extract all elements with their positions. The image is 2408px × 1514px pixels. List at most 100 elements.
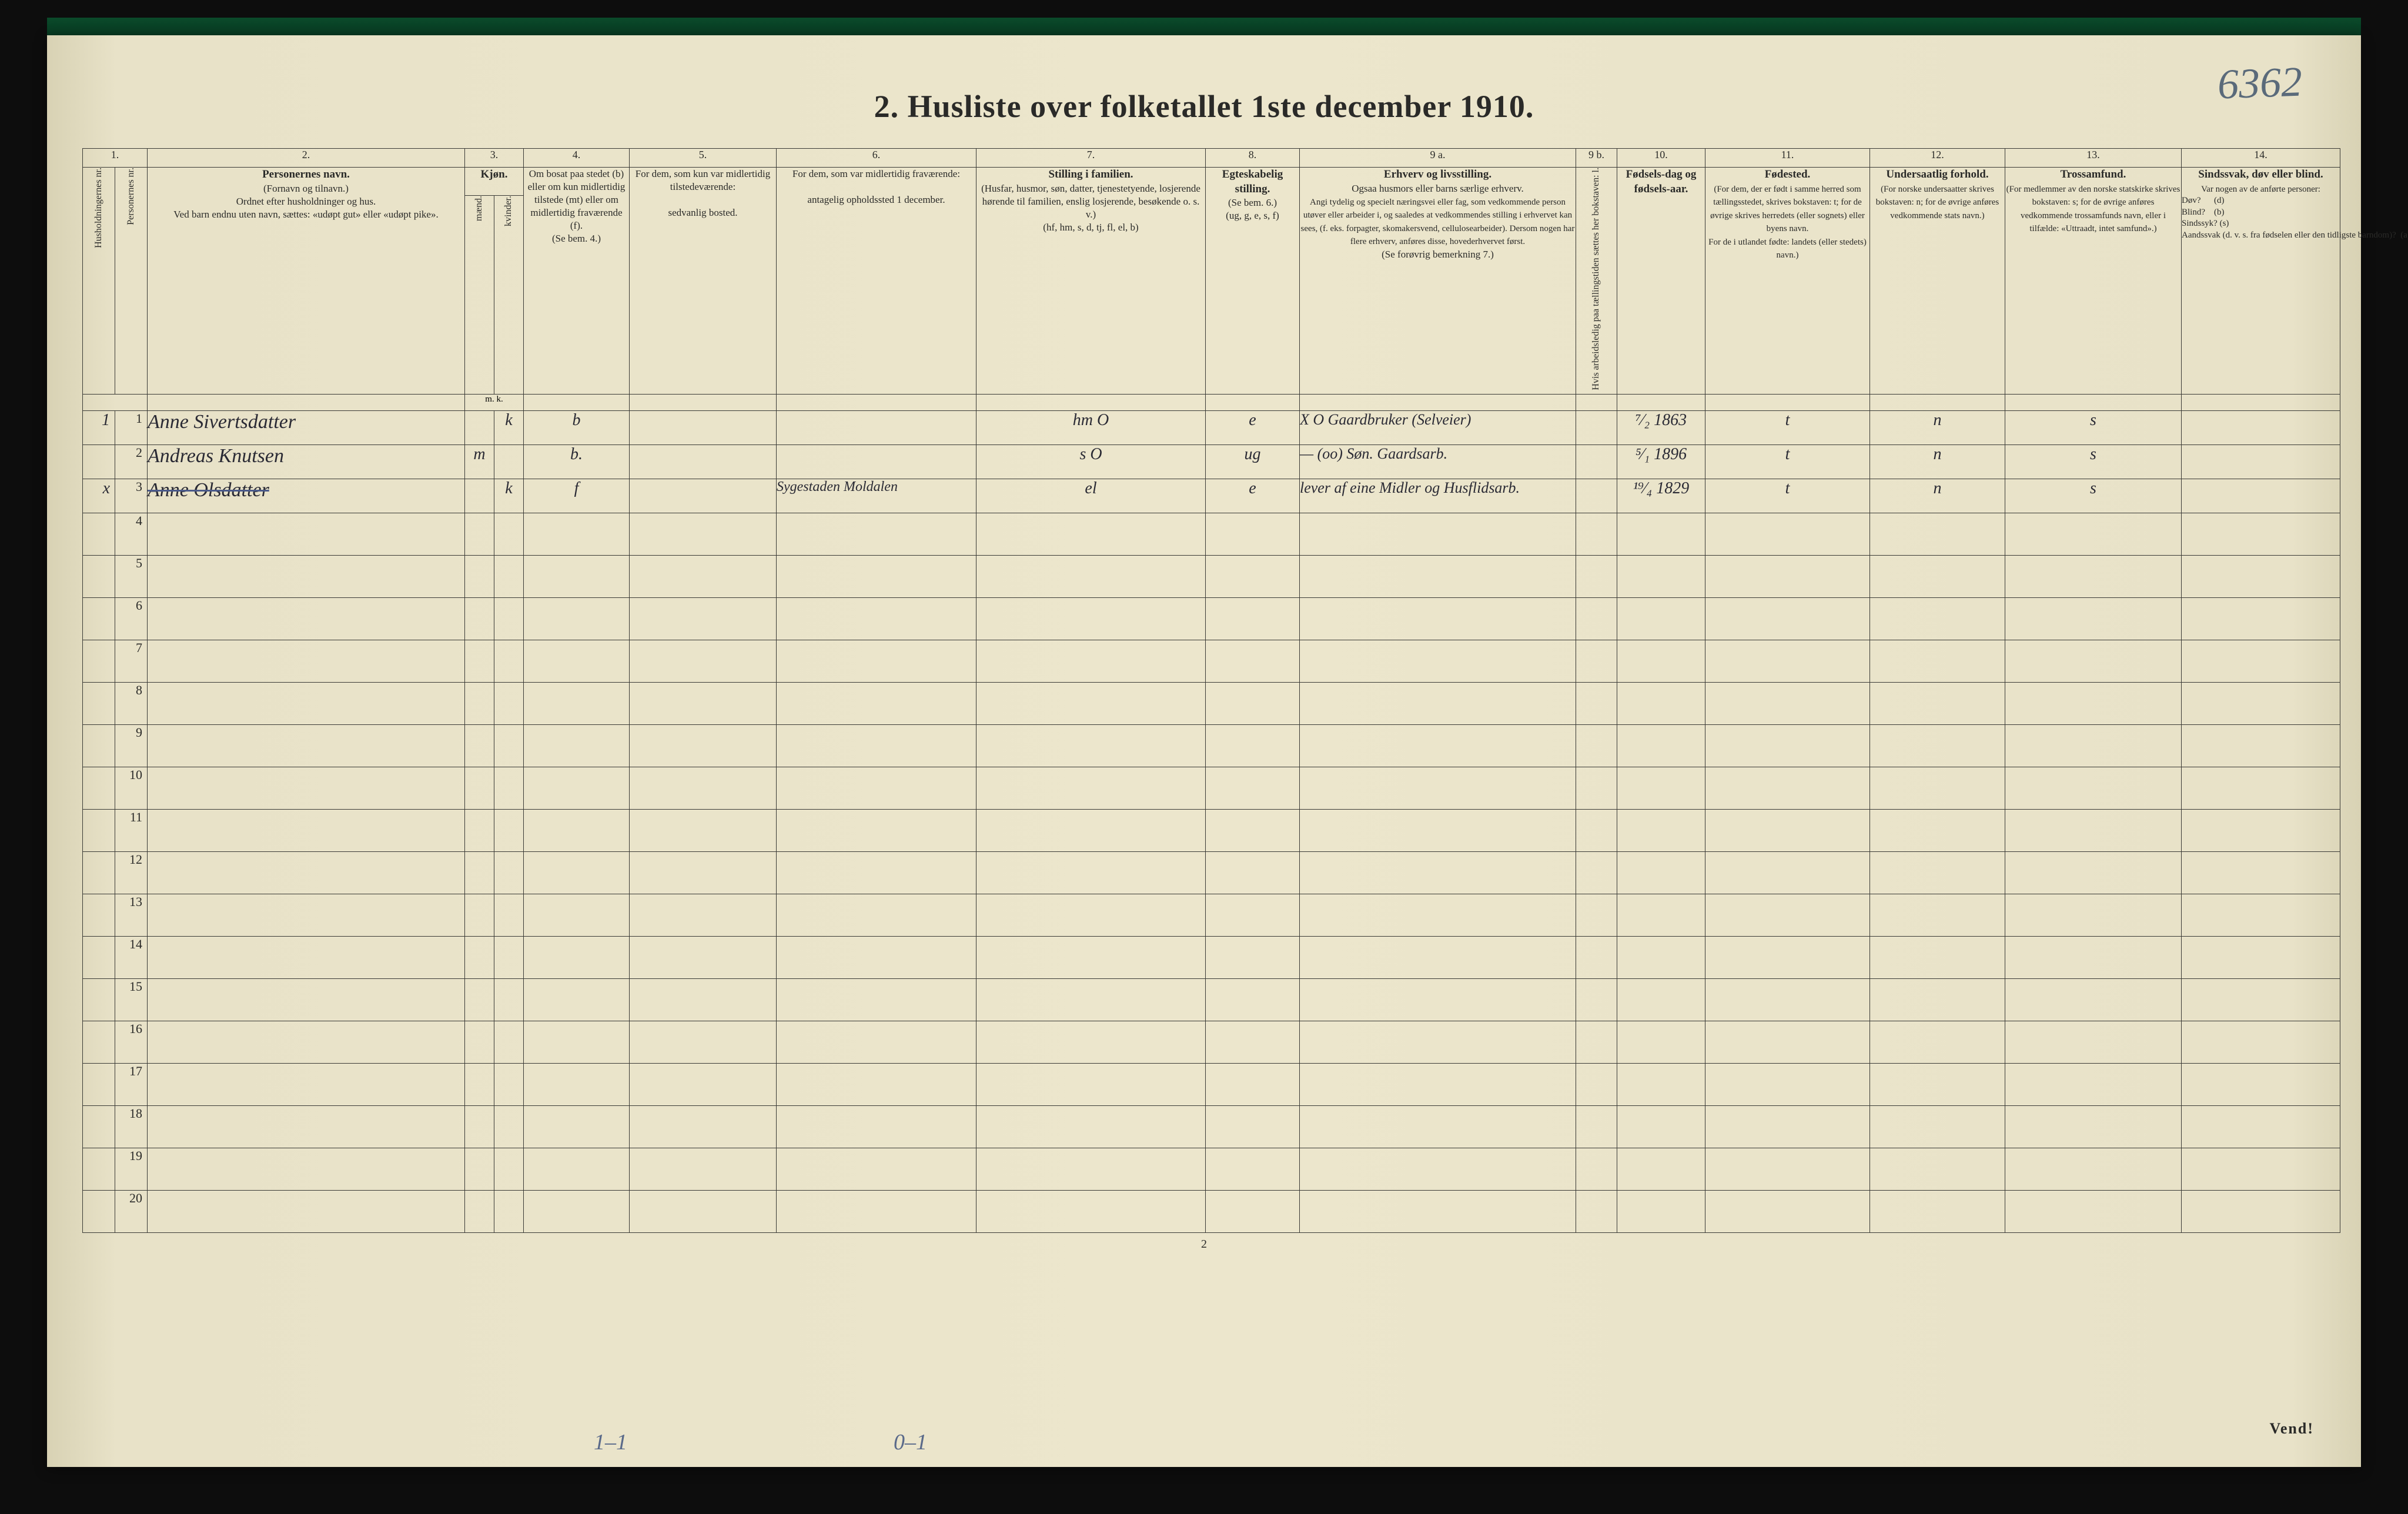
cell-ledig (1576, 410, 1617, 444)
table-row: x3Anne OlsdatterkfSygestaden Moldalenele… (83, 479, 2340, 513)
cell-midl-fra: Sygestaden Moldalen (777, 479, 976, 513)
cell-sex-m (465, 479, 494, 513)
cell-egte: e (1206, 410, 1300, 444)
hdr-midl-til: For dem, som kun var midlertidig tilsted… (630, 168, 777, 395)
cell-stilling: el (976, 479, 1206, 513)
cell-ledig (1576, 479, 1617, 513)
cell-fodested: t (1705, 479, 1870, 513)
header-row: Husholdningernes nr. Personernes nr. Per… (83, 168, 2340, 196)
cell-midl-fra (777, 410, 976, 444)
colnum-11: 11. (1705, 149, 1870, 168)
cell-tros: s (2005, 479, 2182, 513)
hdr-sex-title: Kjøn. (465, 168, 524, 196)
cell-pn: 16 (115, 1021, 148, 1063)
table-row-empty: 11 (83, 809, 2340, 851)
cell-pn: 15 (115, 978, 148, 1021)
hdr-undersaat: Undersaatlig forhold. (For norske unders… (1870, 168, 2005, 395)
table-row-empty: 16 (83, 1021, 2340, 1063)
colnum-10: 10. (1617, 149, 1705, 168)
bottom-annotation-1: 1–1 (594, 1429, 627, 1455)
cell-sinds (2182, 444, 2340, 479)
table-row-empty: 19 (83, 1148, 2340, 1190)
cell-hh: 1 (83, 410, 115, 444)
cell-sex-k (494, 444, 524, 479)
table-row-empty: 14 (83, 936, 2340, 978)
cell-pn: 4 (115, 513, 148, 555)
cell-sinds (2182, 410, 2340, 444)
column-number-row: 1. 2. 3. 4. 5. 6. 7. 8. 9 a. 9 b. 10. 11… (83, 149, 2340, 168)
cell-erhverv: lever af eine Midler og Husflidsarb. (1300, 479, 1576, 513)
cell-pn: 14 (115, 936, 148, 978)
cell-undersaat: n (1870, 444, 2005, 479)
cell-erhverv: — (oo) Søn. Gaardsarb. (1300, 444, 1576, 479)
cell-pn: 1 (115, 410, 148, 444)
table-row-empty: 18 (83, 1105, 2340, 1148)
hdr-bosat: Om bosat paa stedet (b) eller om kun mid… (524, 168, 630, 395)
cell-hh (83, 444, 115, 479)
document-page: 6362 2. Husliste over folketallet 1ste d… (47, 35, 2361, 1467)
cell-tros: s (2005, 444, 2182, 479)
cell-fodsel: ⁷⁄₂ 1863 (1617, 410, 1705, 444)
cell-sinds (2182, 479, 2340, 513)
colnum-13: 13. (2005, 149, 2182, 168)
cell-pn: 7 (115, 640, 148, 682)
cell-egte: e (1206, 479, 1300, 513)
cell-undersaat: n (1870, 410, 2005, 444)
cell-stilling: hm O (976, 410, 1206, 444)
cell-pn: 2 (115, 444, 148, 479)
cell-hh: x (83, 479, 115, 513)
hdr-stilling: Stilling i familien. (Husfar, husmor, sø… (976, 168, 1206, 395)
cell-undersaat: n (1870, 479, 2005, 513)
cell-midl-til (630, 410, 777, 444)
cell-bosat: b (524, 410, 630, 444)
cell-pn: 10 (115, 767, 148, 809)
cell-midl-til (630, 444, 777, 479)
page-number: 2 (82, 1238, 2326, 1251)
cell-pn: 19 (115, 1148, 148, 1190)
table-row-empty: 10 (83, 767, 2340, 809)
colnum-3: 3. (465, 149, 524, 168)
cell-midl-til (630, 479, 777, 513)
cell-bosat: b. (524, 444, 630, 479)
colnum-2: 2. (148, 149, 465, 168)
subhead-row: m. k. (83, 394, 2340, 410)
cell-pn: 12 (115, 851, 148, 894)
cell-pn: 5 (115, 555, 148, 597)
colnum-1: 1. (83, 149, 148, 168)
hdr-sinds: Sindssvak, døv eller blind. Var nogen av… (2182, 168, 2340, 395)
table-row-empty: 12 (83, 851, 2340, 894)
cell-pn: 6 (115, 597, 148, 640)
table-row-empty: 7 (83, 640, 2340, 682)
colnum-14: 14. (2182, 149, 2340, 168)
hdr-fodested: Fødested. (For dem, der er født i samme … (1705, 168, 1870, 395)
cell-pn: 13 (115, 894, 148, 936)
table-row: 2Andreas Knutsenmb.s Oug— (oo) Søn. Gaar… (83, 444, 2340, 479)
cell-pn: 11 (115, 809, 148, 851)
hdr-name: Personernes navn. (Fornavn og tilnavn.) … (148, 168, 465, 395)
hdr-ledig: Hvis arbeidsledig paa tællingstiden sætt… (1576, 168, 1617, 395)
hdr-sex-m: mænd. (465, 196, 494, 395)
table-row-empty: 4 (83, 513, 2340, 555)
colnum-4: 4. (524, 149, 630, 168)
cell-pn: 20 (115, 1190, 148, 1232)
colnum-12: 12. (1870, 149, 2005, 168)
colnum-7: 7. (976, 149, 1206, 168)
top-strip (47, 18, 2361, 35)
vend-label: Vend! (2269, 1420, 2314, 1438)
colnum-9a: 9 a. (1300, 149, 1576, 168)
cell-fodested: t (1705, 410, 1870, 444)
table-row-empty: 5 (83, 555, 2340, 597)
colnum-6: 6. (777, 149, 976, 168)
table-row-empty: 9 (83, 724, 2340, 767)
cell-sex-k: k (494, 410, 524, 444)
hdr-hh: Husholdningernes nr. (83, 168, 115, 395)
cell-tros: s (2005, 410, 2182, 444)
table-row: 11Anne Sivertsdatterkbhm OeX O Gaardbruk… (83, 410, 2340, 444)
cell-pn: 9 (115, 724, 148, 767)
table-row-empty: 6 (83, 597, 2340, 640)
hdr-midl-fra: For dem, som var midlertidig fraværende:… (777, 168, 976, 395)
cell-fodsel: ¹⁹⁄₄ 1829 (1617, 479, 1705, 513)
cell-sex-m (465, 410, 494, 444)
page-title: 2. Husliste over folketallet 1ste decemb… (82, 88, 2326, 125)
hdr-erhverv: Erhverv og livsstilling. Ogsaa husmors e… (1300, 168, 1576, 395)
